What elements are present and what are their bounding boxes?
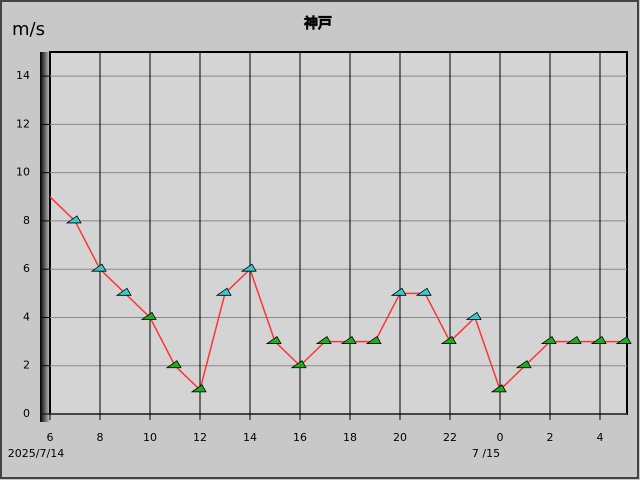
date-label: 7 /15 xyxy=(472,447,500,460)
date-label: 2025/7/14 xyxy=(8,447,64,460)
x-tick-label: 12 xyxy=(193,431,207,444)
wind-marker xyxy=(415,287,432,296)
y-tick-label: 14 xyxy=(16,69,30,82)
wind-marker xyxy=(90,263,107,272)
y-tick-label: 6 xyxy=(23,262,30,275)
wind-marker xyxy=(465,311,482,320)
y-unit: m/s xyxy=(12,19,45,40)
wind-marker xyxy=(615,336,632,344)
wind-marker xyxy=(115,287,132,296)
wind-marker xyxy=(240,263,257,272)
chart-title: 神戸 xyxy=(304,15,332,32)
plot-area xyxy=(49,51,628,415)
wind-marker xyxy=(390,287,407,296)
x-tick-label: 0 xyxy=(497,431,504,444)
wind-marker xyxy=(165,360,182,369)
y-tick-label: 0 xyxy=(23,407,30,420)
y-tick-label: 12 xyxy=(16,117,30,130)
shadow xyxy=(40,52,50,422)
wind-marker xyxy=(65,215,82,224)
wind-marker xyxy=(365,336,382,344)
wind-marker xyxy=(540,336,557,344)
y-tick-label: 8 xyxy=(23,214,30,227)
x-tick-label: 16 xyxy=(293,431,307,444)
y-tick-label: 2 xyxy=(23,359,30,372)
wind-marker xyxy=(490,384,507,393)
x-tick-label: 8 xyxy=(97,431,104,444)
x-tick-label: 10 xyxy=(143,431,157,444)
x-tick-label: 22 xyxy=(443,431,457,444)
data-line xyxy=(49,196,625,392)
x-tick-label: 2 xyxy=(547,431,554,444)
wind-marker xyxy=(590,336,607,344)
wind-marker xyxy=(515,360,532,369)
wind-marker xyxy=(265,336,282,344)
wind-marker xyxy=(190,384,207,393)
wind-marker xyxy=(340,336,357,344)
x-tick-label: 4 xyxy=(597,431,604,444)
x-tick-label: 6 xyxy=(47,431,54,444)
wind-marker xyxy=(215,287,232,296)
wind-marker xyxy=(315,336,332,344)
x-tick-label: 20 xyxy=(393,431,407,444)
wind-marker xyxy=(440,336,457,344)
x-tick-label: 18 xyxy=(343,431,357,444)
y-tick-label: 4 xyxy=(23,310,30,323)
wind-marker xyxy=(140,311,157,320)
wind-marker xyxy=(565,336,582,344)
wind-marker xyxy=(290,360,307,369)
x-tick-label: 14 xyxy=(243,431,257,444)
y-tick-label: 10 xyxy=(16,166,30,179)
